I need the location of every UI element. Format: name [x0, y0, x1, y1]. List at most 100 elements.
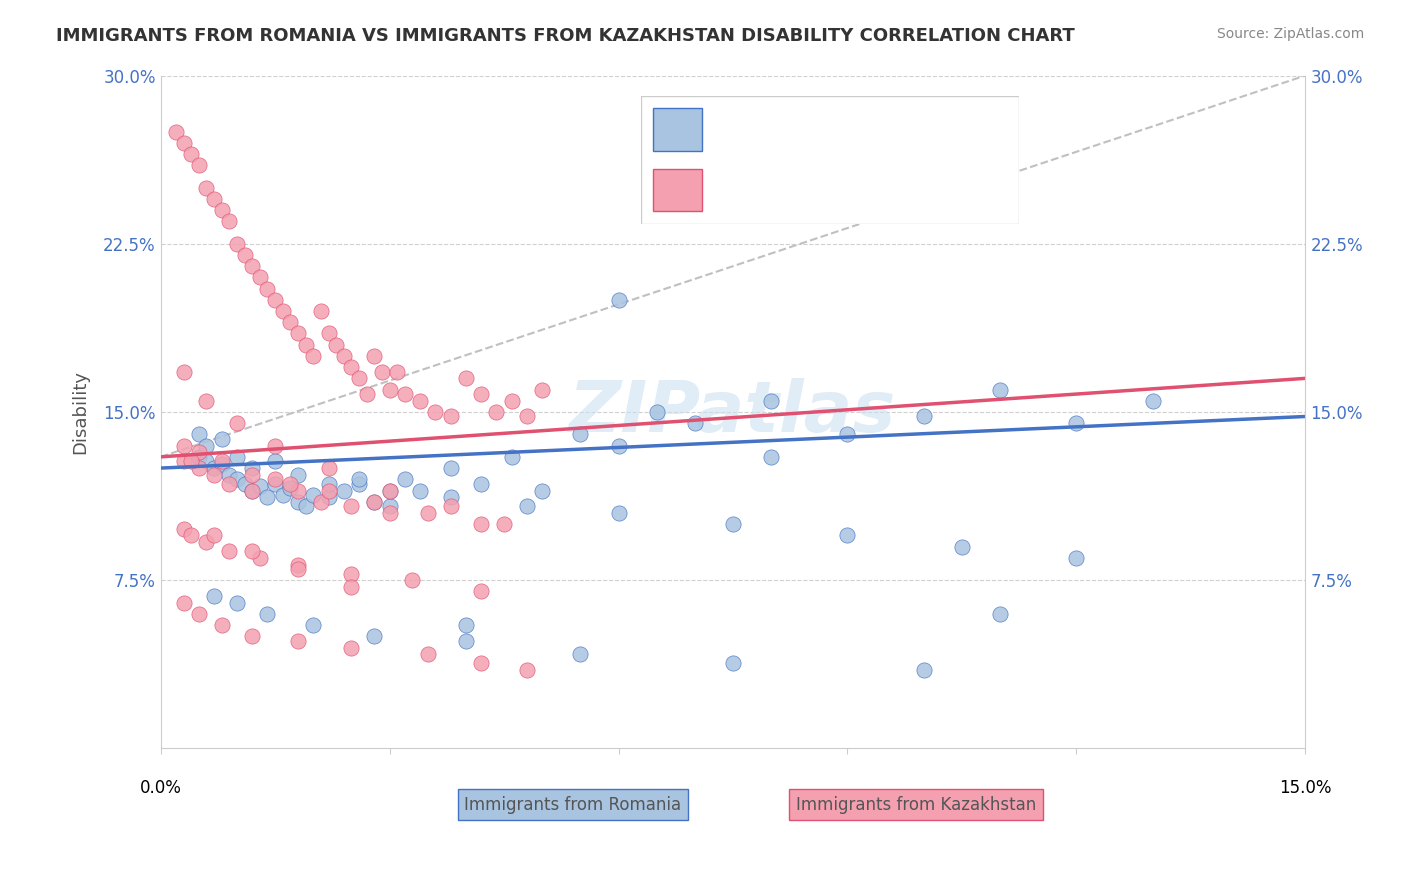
- Point: [501, 450, 523, 464]
- Y-axis label: Disability: Disability: [72, 370, 89, 454]
- Point: [195, 393, 218, 408]
- Point: [187, 158, 209, 172]
- Text: 15.0%: 15.0%: [1279, 779, 1331, 797]
- Point: [187, 450, 209, 464]
- Point: [287, 483, 309, 498]
- Point: [440, 409, 463, 424]
- Point: [180, 147, 202, 161]
- Point: [264, 476, 287, 491]
- Point: [607, 506, 630, 520]
- Point: [569, 647, 592, 661]
- Point: [516, 663, 538, 677]
- Point: [202, 589, 225, 603]
- Point: [256, 490, 278, 504]
- Point: [180, 454, 202, 468]
- Point: [378, 500, 401, 514]
- Point: [333, 349, 356, 363]
- Point: [240, 483, 263, 498]
- Point: [187, 427, 209, 442]
- Point: [280, 476, 302, 491]
- Point: [271, 488, 294, 502]
- Point: [363, 349, 385, 363]
- Point: [340, 640, 363, 655]
- Point: [440, 500, 463, 514]
- Point: [218, 214, 240, 228]
- Point: [211, 457, 233, 471]
- Point: [485, 405, 508, 419]
- Point: [256, 282, 278, 296]
- Point: [425, 405, 447, 419]
- Point: [378, 383, 401, 397]
- Point: [173, 522, 195, 536]
- Point: [318, 326, 340, 341]
- Point: [187, 445, 209, 459]
- Point: [280, 481, 302, 495]
- Text: Source: ZipAtlas.com: Source: ZipAtlas.com: [1216, 27, 1364, 41]
- Point: [173, 365, 195, 379]
- Point: [195, 180, 218, 194]
- Point: [470, 517, 492, 532]
- Point: [287, 562, 309, 576]
- Point: [378, 506, 401, 520]
- Point: [683, 416, 706, 430]
- Text: Immigrants from Romania: Immigrants from Romania: [464, 796, 682, 814]
- Point: [202, 528, 225, 542]
- Point: [347, 476, 370, 491]
- Point: [287, 494, 309, 508]
- Point: [233, 476, 256, 491]
- Point: [226, 450, 249, 464]
- Point: [607, 293, 630, 307]
- Point: [340, 580, 363, 594]
- Point: [387, 365, 409, 379]
- Point: [1066, 550, 1088, 565]
- Point: [409, 393, 432, 408]
- Point: [318, 461, 340, 475]
- Point: [371, 365, 394, 379]
- Point: [202, 461, 225, 475]
- Point: [721, 657, 744, 671]
- Point: [240, 544, 263, 558]
- Point: [280, 315, 302, 329]
- Point: [226, 596, 249, 610]
- Point: [340, 360, 363, 375]
- Point: [325, 337, 347, 351]
- Point: [501, 393, 523, 408]
- Point: [211, 454, 233, 468]
- Point: [287, 467, 309, 482]
- Point: [249, 270, 271, 285]
- Point: [470, 584, 492, 599]
- Point: [226, 236, 249, 251]
- Point: [211, 618, 233, 632]
- Point: [363, 494, 385, 508]
- Point: [240, 461, 263, 475]
- Point: [195, 454, 218, 468]
- Point: [440, 490, 463, 504]
- Point: [264, 439, 287, 453]
- Point: [173, 439, 195, 453]
- Point: [470, 657, 492, 671]
- Point: [378, 483, 401, 498]
- Point: [454, 371, 477, 385]
- Point: [340, 566, 363, 581]
- Point: [1066, 416, 1088, 430]
- Text: Immigrants from Kazakhstan: Immigrants from Kazakhstan: [796, 796, 1036, 814]
- Point: [302, 488, 325, 502]
- Point: [233, 248, 256, 262]
- Point: [569, 427, 592, 442]
- Point: [309, 494, 332, 508]
- Point: [645, 405, 668, 419]
- Point: [363, 494, 385, 508]
- Point: [187, 461, 209, 475]
- Point: [240, 629, 263, 643]
- Point: [287, 326, 309, 341]
- Point: [256, 607, 278, 621]
- Point: [440, 461, 463, 475]
- Point: [309, 304, 332, 318]
- Point: [950, 540, 973, 554]
- Point: [356, 387, 378, 401]
- Point: [294, 337, 316, 351]
- Point: [287, 558, 309, 572]
- Point: [416, 506, 439, 520]
- Point: [264, 293, 287, 307]
- Text: 0.0%: 0.0%: [139, 779, 181, 797]
